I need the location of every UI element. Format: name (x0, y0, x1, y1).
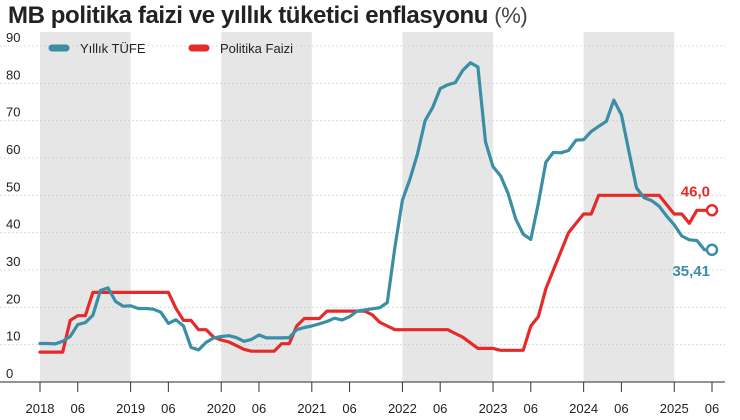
x-tick-label: 2024 (569, 401, 598, 416)
y-tick-label: 50 (6, 179, 20, 194)
x-tick-label: 06 (71, 401, 85, 416)
legend: Yıllık TÜFE Politika Faizi (48, 41, 293, 56)
x-tick-label: 2020 (207, 401, 236, 416)
legend-label: Yıllık TÜFE (80, 41, 146, 56)
y-tick-label: 70 (6, 105, 20, 120)
x-tick-label: 06 (705, 401, 719, 416)
legend-label: Politika Faizi (220, 41, 293, 56)
series-line-y-ll-k-t-fe (38, 61, 714, 352)
y-tick-label: 10 (6, 329, 20, 344)
year-band-2022 (402, 32, 494, 382)
x-axis: 2018 06 2019 06 2020 06 2021 06 2022 06 2023 06 2024… (26, 382, 719, 416)
x-tick-label: 2022 (388, 401, 417, 416)
year-bands (40, 32, 675, 382)
end-labels: 35,41 46,0 (672, 183, 719, 280)
y-tick-label: 0 (6, 366, 13, 381)
chart-title: MB politika faizi ve yıllık tüketici enf… (8, 2, 528, 30)
end-marker (705, 243, 719, 257)
y-tick-label: 60 (6, 142, 20, 157)
x-tick-label: 06 (433, 401, 447, 416)
year-band-2020 (221, 32, 312, 382)
x-tick-label: 06 (252, 401, 266, 416)
year-band-2018 (40, 32, 131, 382)
x-tick-label: 2025 (660, 401, 689, 416)
end-value-label: 46,0 (681, 183, 710, 200)
chart-title-text: MB politika faizi ve yıllık tüketici enf… (8, 2, 488, 29)
x-tick-label: 2023 (479, 401, 508, 416)
x-tick-label: 2019 (116, 401, 145, 416)
end-marker (705, 204, 719, 217)
grid-lines (0, 45, 725, 383)
series-line-politika-faizi (38, 193, 714, 354)
y-tick-label: 40 (6, 217, 20, 232)
chart-unit: (%) (494, 3, 528, 28)
x-tick-label: 2018 (26, 401, 55, 416)
y-tick-label: 30 (6, 254, 20, 269)
x-tick-label: 06 (161, 401, 175, 416)
y-tick-label: 80 (6, 67, 20, 82)
x-tick-label: 06 (614, 401, 628, 416)
series-lines (38, 61, 714, 354)
x-tick-label: 06 (342, 401, 356, 416)
y-tick-labels: 0 10 20 30 40 50 60 70 80 90 (6, 30, 20, 381)
x-tick-label: 2021 (297, 401, 326, 416)
y-tick-label: 90 (6, 30, 20, 45)
y-tick-label: 20 (6, 291, 20, 306)
end-value-label: 35,41 (672, 263, 710, 280)
x-tick-label: 06 (524, 401, 538, 416)
